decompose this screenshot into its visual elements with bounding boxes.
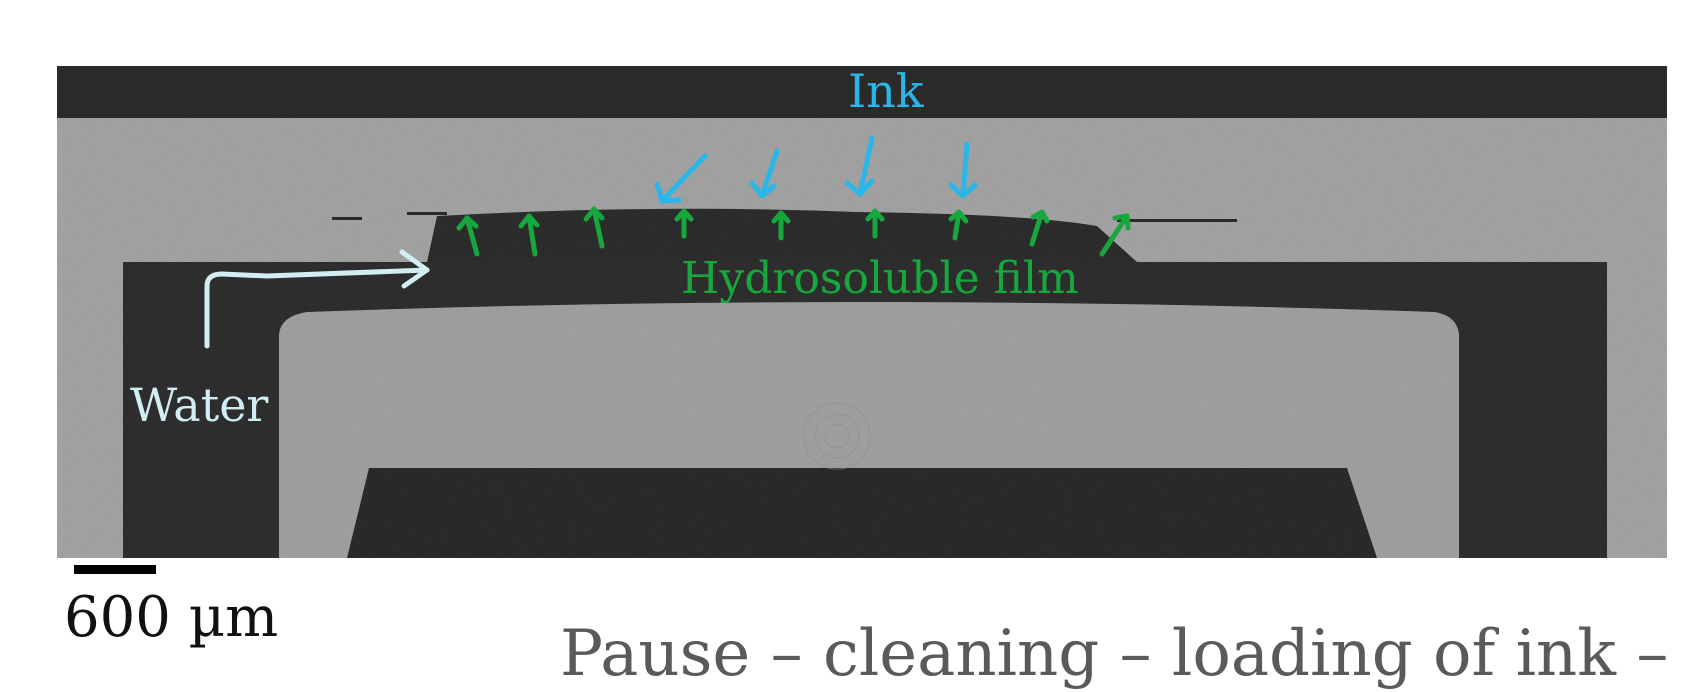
film-arrow-icon <box>1099 213 1131 257</box>
film-arrow-icon <box>771 210 791 241</box>
film-arrow-icon <box>948 209 969 241</box>
scale-bar <box>74 565 156 574</box>
ring-artifact <box>803 402 871 470</box>
ink-arrows <box>654 135 978 204</box>
tomography-image <box>57 66 1667 558</box>
film-arrow-icon <box>674 208 694 239</box>
ink-label: Ink <box>848 64 924 118</box>
water-label: Water <box>130 378 269 432</box>
bottom-trapezoid <box>347 468 1377 558</box>
film-arrow-icon <box>518 213 540 257</box>
water-arrow-icon <box>204 249 430 349</box>
film-arrows <box>456 206 1131 257</box>
caption-text: Pause – cleaning – loading of ink – <box>560 617 1669 691</box>
ink-arrow-icon <box>654 153 708 204</box>
film-arrow-icon <box>583 206 605 249</box>
upper-dark-region <box>57 66 1667 118</box>
ink-arrow-icon <box>948 141 978 199</box>
film-arrow-icon <box>865 208 885 239</box>
ink-arrow-icon <box>844 135 875 197</box>
hydrosoluble-film-label: Hydrosoluble film <box>681 253 1079 304</box>
film-arrow-icon <box>1029 209 1050 247</box>
film-arrow-icon <box>456 215 480 257</box>
ink-arrow-icon <box>749 148 780 199</box>
scale-bar-label: 600 µm <box>64 585 279 650</box>
